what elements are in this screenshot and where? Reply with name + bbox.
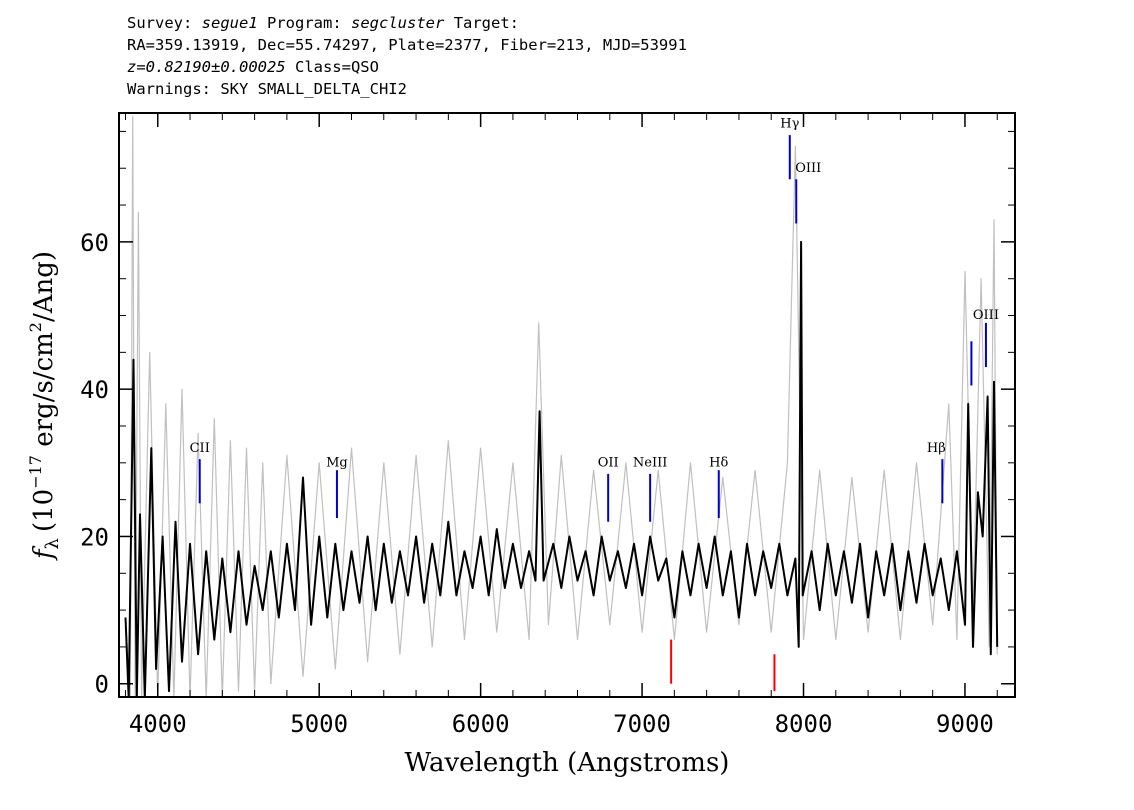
target-label: Target:: [453, 14, 520, 32]
axis-layer: 4000 5000 6000 7000 8000 9000 0 20 40 60: [80, 113, 1015, 738]
survey-label: Survey:: [127, 14, 193, 32]
plot-frame: [118, 112, 1016, 698]
y-axis-close: /Ang): [29, 251, 59, 322]
series-error: [124, 116, 998, 697]
header-line-survey: Survey: segue1 Program: segcluster Targe…: [127, 12, 687, 34]
series-layer: [124, 116, 999, 697]
line-marker-layer: CII Mg OII NeIII Hδ Hγ OIII Hβ OIII: [190, 117, 999, 692]
survey-value: segue1: [201, 14, 258, 32]
spectrum-header: Survey: segue1 Program: segcluster Targe…: [127, 12, 687, 100]
y-axis-sq: 2: [26, 322, 45, 332]
emission-label-9: OIII: [973, 308, 999, 323]
y-tick-label-60: 60: [80, 229, 109, 257]
x-axis-title: Wavelength (Angstroms): [405, 748, 730, 778]
x-tick-label-8000: 8000: [775, 710, 833, 738]
emission-label-6: OIII: [795, 161, 821, 176]
header-line-redshift: z=0.82190±0.00025 Class=QSO: [127, 56, 687, 78]
y-tick-label-20: 20: [80, 523, 109, 551]
program-value: segcluster: [351, 14, 445, 32]
y-axis-mid: erg/s/cm: [29, 332, 59, 455]
y-axis-exp: −17: [26, 455, 45, 489]
emission-label-5: Hγ: [780, 117, 799, 132]
y-tick-label-40: 40: [80, 376, 109, 404]
x-tick-label-9000: 9000: [936, 710, 994, 738]
program-label: Program:: [267, 14, 342, 32]
emission-label-1: Mg: [326, 455, 348, 470]
redshift-value: z=0.82190±0.00025: [127, 58, 286, 76]
y-axis-title: fλ(10−17 erg/s/cm2/Ang): [26, 251, 63, 561]
svg-text:fλ(10−17 erg/s/cm2/Ang): fλ(10−17 erg/s/cm2/Ang): [26, 251, 63, 561]
emission-label-3: NeIII: [633, 455, 667, 470]
header-line-coordinates: RA=359.13919, Dec=55.74297, Plate=2377, …: [127, 36, 687, 54]
y-axis-lambda: λ: [42, 538, 63, 549]
y-axis-open: (10: [29, 489, 59, 532]
x-tick-label-7000: 7000: [613, 710, 671, 738]
emission-label-7: Hβ: [927, 441, 946, 456]
emission-label-4: Hδ: [709, 455, 728, 470]
x-tick-label-4000: 4000: [129, 710, 187, 738]
emission-label-0: CII: [190, 441, 210, 456]
x-tick-label-5000: 5000: [290, 710, 348, 738]
class-value: Class=QSO: [294, 58, 379, 76]
series-flux: [124, 240, 999, 697]
emission-label-2: OII: [598, 455, 619, 470]
header-line-warnings: Warnings: SKY SMALL_DELTA_CHI2: [127, 80, 407, 98]
x-tick-label-6000: 6000: [452, 710, 510, 738]
y-tick-label-0: 0: [95, 671, 109, 699]
